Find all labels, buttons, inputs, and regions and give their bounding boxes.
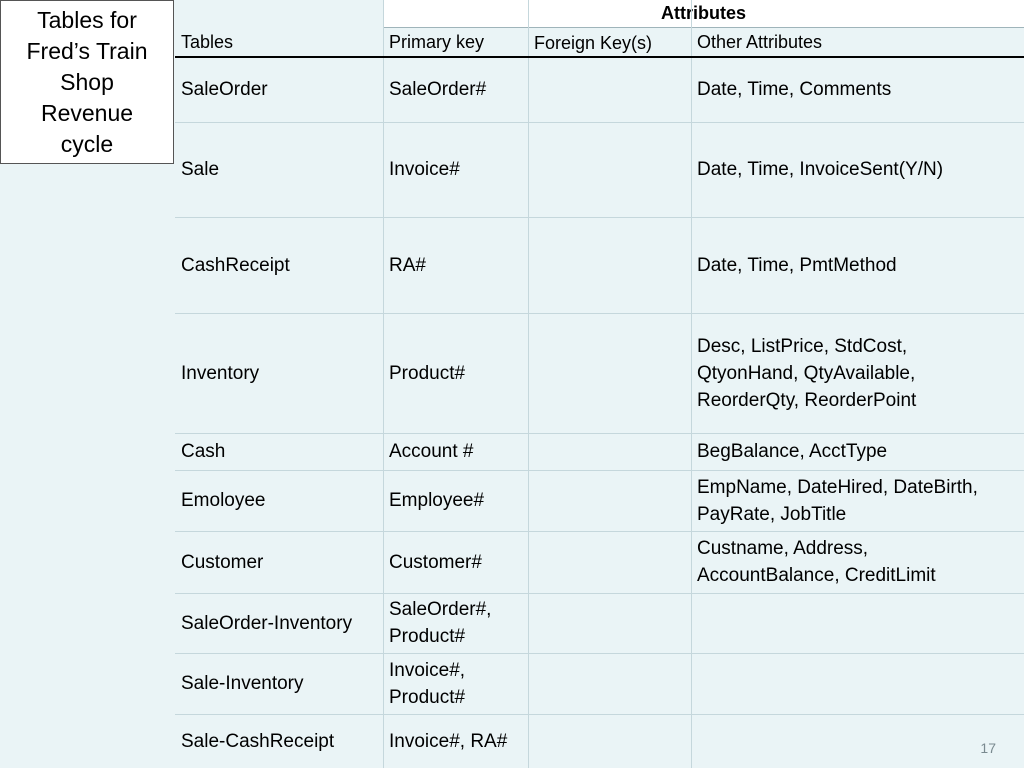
- row-divider: [175, 217, 1024, 218]
- table-name-cell: Sale-Inventory: [181, 673, 304, 694]
- primary-key-cell: SaleOrder#, Product#: [383, 593, 528, 653]
- slide-title-line: Shop: [60, 68, 114, 95]
- tables-grid: Attributes Tables Primary key Foreign Key(…: [175, 0, 1024, 768]
- primary-key-cell: Invoice#, Product#: [383, 653, 528, 714]
- row-divider: [175, 313, 1024, 314]
- column-header: Primary key: [389, 32, 485, 52]
- other-attributes-cell: EmpName, DateHired, DateBirth, PayRate, J…: [691, 470, 1024, 531]
- slide-title-box: Tables for Fred’s Train Shop Revenue cyc…: [0, 0, 174, 164]
- cell-line: PayRate, JobTitle: [697, 503, 847, 525]
- cell-line: QtyonHand, QtyAvailable,: [697, 362, 916, 384]
- cell-line: EmpName, DateHired, DateBirth,: [697, 476, 978, 498]
- cell-line: Invoice#: [389, 159, 460, 180]
- table-name-cell: Customer: [181, 551, 264, 573]
- foreign-key-cell: [528, 217, 691, 313]
- row-divider: [175, 122, 1024, 123]
- slide-title-line: Revenue: [40, 99, 134, 126]
- cell-line: AccountBalance, CreditLimit: [697, 565, 936, 586]
- primary-key-cell: Account #: [383, 433, 528, 470]
- primary-key-cell: Invoice#, RA#: [383, 714, 528, 768]
- cell-line: Date, Time, InvoiceSent(Y/N): [697, 159, 944, 180]
- row-divider: [175, 433, 1024, 434]
- table-name-cell: Emoloyee: [181, 490, 266, 511]
- foreign-key-cell: [528, 593, 691, 653]
- slide-title-line: Fred’s Train: [26, 37, 148, 64]
- table-name-cell: SaleOrder: [181, 79, 268, 100]
- slide-title-line: Tables for: [37, 6, 137, 33]
- foreign-key-cell: [528, 122, 691, 217]
- attributes-group-header: Attributes: [383, 0, 1024, 28]
- cell-line: Employee#: [389, 490, 485, 511]
- row-divider: [175, 531, 1024, 532]
- column-divider: [383, 0, 384, 768]
- primary-key-cell: SaleOrder#: [383, 57, 528, 122]
- column-header: Other Attributes: [697, 32, 823, 52]
- foreign-key-cell: [528, 714, 691, 768]
- table-name-cell: Cash: [181, 441, 226, 462]
- cell-line: Product#: [389, 362, 466, 384]
- other-attributes-cell: Custname, Address, AccountBalance, Credit…: [691, 531, 1024, 593]
- slide-title-line: cycle: [60, 130, 114, 157]
- other-attributes-cell: [691, 593, 1024, 653]
- foreign-key-cell: [528, 470, 691, 531]
- page-number: 17: [980, 740, 996, 756]
- row-divider: [175, 593, 1024, 594]
- cell-line: Product#: [389, 626, 466, 647]
- primary-key-cell: Employee#: [383, 470, 528, 531]
- cell-line: Customer#: [389, 551, 482, 573]
- other-attributes-cell: Date, Time, Comments: [691, 57, 1024, 122]
- header-rule: [175, 56, 1024, 58]
- cell-line: Desc, ListPrice, StdCost,: [697, 335, 908, 357]
- foreign-key-cell: [528, 313, 691, 433]
- cell-line: SaleOrder#,: [389, 599, 492, 620]
- other-attributes-cell: Desc, ListPrice, StdCost, QtyonHand, QtyA…: [691, 313, 1024, 433]
- table-name-cell: Sale: [181, 159, 220, 180]
- table-name-cell: Sale-CashReceipt: [181, 730, 335, 752]
- other-attributes-cell: Date, Time, PmtMethod: [691, 217, 1024, 313]
- cell-line: Date, Time, Comments: [697, 79, 892, 100]
- other-attributes-cell: [691, 653, 1024, 714]
- column-header: Tables: [181, 32, 234, 52]
- other-attributes-cell: BegBalance, AcctType: [691, 433, 1024, 470]
- foreign-key-cell: [528, 531, 691, 593]
- row-divider: [175, 653, 1024, 654]
- cell-line: Custname, Address,: [697, 538, 869, 559]
- cell-line: ReorderQty, ReorderPoint: [697, 389, 917, 411]
- table-name-cell: CashReceipt: [181, 254, 290, 276]
- table-name-cell: Inventory: [181, 362, 260, 384]
- cell-line: Account #: [389, 441, 474, 462]
- other-attributes-cell: [691, 714, 1024, 768]
- cell-line: SaleOrder#: [389, 79, 487, 100]
- column-divider: [691, 0, 692, 768]
- foreign-key-cell: [528, 57, 691, 122]
- row-divider: [175, 714, 1024, 715]
- cell-line: Product#: [389, 686, 466, 708]
- foreign-key-cell: [528, 433, 691, 470]
- primary-key-cell: Invoice#: [383, 122, 528, 217]
- cell-line: Date, Time, PmtMethod: [697, 254, 897, 276]
- column-divider: [528, 0, 529, 768]
- row-divider: [175, 470, 1024, 471]
- foreign-key-cell: [528, 653, 691, 714]
- cell-line: BegBalance, AcctType: [697, 441, 888, 462]
- cell-line: RA#: [389, 254, 426, 276]
- cell-line: Invoice#, RA#: [389, 730, 508, 752]
- table-name-cell: SaleOrder-Inventory: [181, 612, 353, 634]
- primary-key-cell: Product#: [383, 313, 528, 433]
- cell-line: Invoice#,: [389, 659, 466, 681]
- primary-key-cell: Customer#: [383, 531, 528, 593]
- primary-key-cell: RA#: [383, 217, 528, 313]
- column-header: Foreign Key(s): [534, 33, 653, 53]
- other-attributes-cell: Date, Time, InvoiceSent(Y/N): [691, 122, 1024, 217]
